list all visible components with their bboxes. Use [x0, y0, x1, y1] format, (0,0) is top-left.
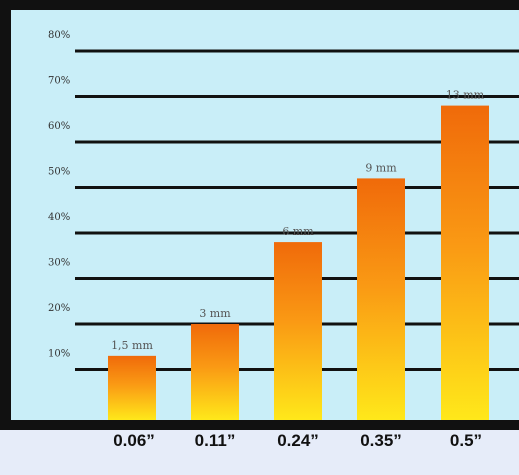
y-tick-label: 80% [48, 30, 70, 41]
y-tick-label: 70% [48, 76, 70, 87]
bar-value-label: 13 mm [446, 89, 485, 102]
x-axis-categories: 0.06” 0.11” 0.24” 0.35” 0.5” [113, 431, 482, 450]
bar-value-label: 3 mm [199, 307, 231, 320]
x-category-label: 0.5” [450, 431, 482, 450]
bar [108, 355, 156, 420]
bar [357, 178, 405, 420]
plot-area [11, 10, 519, 420]
bar [191, 324, 239, 420]
y-tick-label: 30% [48, 258, 70, 269]
x-category-label: 0.35” [360, 431, 402, 450]
y-tick-label: 20% [48, 303, 70, 314]
y-tick-label: 50% [48, 167, 70, 178]
bar [441, 105, 489, 420]
bar-value-label: 1,5 mm [111, 339, 153, 352]
y-tick-label: 40% [48, 212, 70, 223]
bar-value-label: 6 mm [282, 225, 314, 238]
bars [108, 105, 489, 420]
bar-value-labels: 1,5 mm 3 mm 6 mm 9 mm 13 mm [111, 89, 485, 352]
y-tick-label: 10% [48, 349, 70, 360]
y-tick-label: 60% [48, 121, 70, 132]
bar-value-label: 9 mm [365, 161, 397, 174]
x-category-label: 0.06” [113, 431, 155, 450]
x-category-label: 0.11” [195, 431, 236, 450]
y-axis-ticks: 10% 20% 30% 40% 50% 60% 70% 80% [48, 30, 70, 360]
x-category-label: 0.24” [277, 431, 319, 450]
bar [274, 242, 322, 420]
